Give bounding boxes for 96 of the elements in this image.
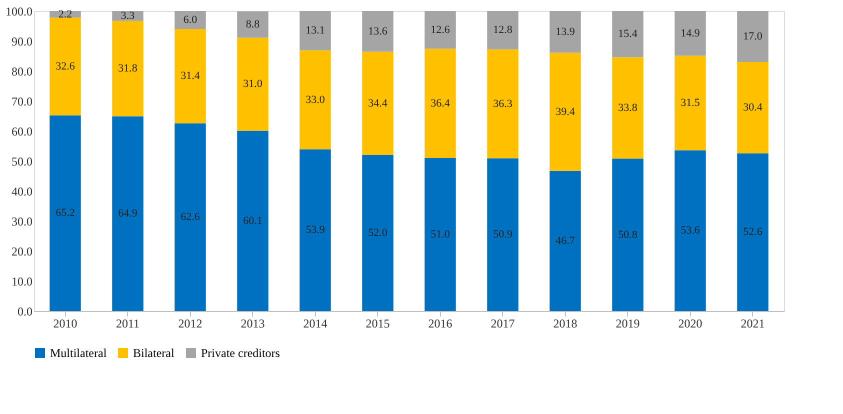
x-tick-label: 2015 <box>366 316 390 330</box>
data-label: 46.7 <box>556 234 576 247</box>
data-label: 30.4 <box>743 102 763 114</box>
bar <box>50 18 81 116</box>
bar <box>674 56 706 150</box>
data-label: 31.4 <box>180 70 200 82</box>
legend-label: Multilateral <box>50 346 108 360</box>
data-label: 39.4 <box>556 106 576 118</box>
bar <box>550 52 581 171</box>
y-tick-label: 10.0 <box>12 274 32 288</box>
bar <box>362 52 394 155</box>
y-tick-label: 80.0 <box>12 64 32 78</box>
bar <box>237 11 268 38</box>
bar <box>112 20 144 116</box>
data-label: 52.0 <box>368 227 388 239</box>
bar <box>674 11 706 56</box>
bar <box>550 11 581 53</box>
bar <box>174 123 206 311</box>
x-tick-label: 2011 <box>116 316 140 330</box>
bar <box>487 49 518 158</box>
data-label: 31.8 <box>118 62 138 75</box>
y-tick-label: 70.0 <box>12 94 32 108</box>
bar <box>237 38 268 131</box>
bar <box>174 29 206 124</box>
x-tick-label: 2014 <box>303 316 328 330</box>
bar <box>487 158 518 311</box>
bar <box>174 11 206 29</box>
data-label: 65.2 <box>56 207 75 220</box>
y-tick-label: 60.0 <box>12 124 32 138</box>
y-tick-label: 100.0 <box>6 4 32 18</box>
data-label: 62.6 <box>180 211 200 224</box>
x-tick-label: 2013 <box>240 316 265 330</box>
data-label: 6.0 <box>183 14 198 26</box>
data-label: 33.0 <box>306 94 326 106</box>
data-label: 8.8 <box>246 18 260 30</box>
bar <box>550 170 581 311</box>
bar <box>674 150 706 311</box>
data-label: 33.8 <box>618 102 638 114</box>
bar <box>362 155 394 311</box>
bar <box>424 48 456 158</box>
bar <box>737 62 768 154</box>
y-tick-label: 20.0 <box>12 244 32 258</box>
y-tick-label: 90.0 <box>12 34 32 48</box>
x-tick-label: 2020 <box>678 316 702 330</box>
data-label: 17.0 <box>743 30 763 42</box>
data-label: 52.6 <box>743 226 763 238</box>
bar <box>487 11 518 50</box>
data-label: 12.8 <box>493 24 513 36</box>
y-tick-label: 50.0 <box>12 154 32 168</box>
bar <box>424 158 456 311</box>
bar <box>612 158 644 311</box>
bar <box>362 11 394 52</box>
x-tick-label: 2021 <box>740 316 765 330</box>
data-label: 51.0 <box>430 228 450 240</box>
x-tick-label: 2018 <box>553 316 578 330</box>
data-label: 60.1 <box>243 214 262 227</box>
y-tick-label: 40.0 <box>12 184 32 198</box>
bar <box>737 153 768 311</box>
x-tick-label: 2010 <box>53 316 78 330</box>
legend-label: Private creditors <box>201 346 280 360</box>
bar <box>300 11 331 50</box>
x-tick-label: 2016 <box>428 316 452 330</box>
x-tick-label: 2019 <box>616 316 640 330</box>
data-label: 13.1 <box>306 24 325 37</box>
data-label: 12.6 <box>430 24 450 36</box>
bar <box>237 130 268 311</box>
data-label: 50.9 <box>493 228 513 241</box>
data-label: 32.6 <box>56 60 76 72</box>
data-label: 13.9 <box>556 26 576 38</box>
data-label: 36.3 <box>493 98 513 110</box>
data-label: 31.0 <box>243 78 263 90</box>
data-label: 64.9 <box>118 208 138 220</box>
bar <box>612 11 644 58</box>
data-label: 53.6 <box>680 224 700 237</box>
y-tick-label: 30.0 <box>12 214 32 228</box>
data-label: 13.6 <box>368 25 388 38</box>
y-tick-label: 0.0 <box>18 304 32 318</box>
data-label: 34.4 <box>368 97 388 110</box>
data-label: 2.2 <box>58 8 72 20</box>
bar <box>50 115 81 311</box>
legend-label: Bilateral <box>133 346 175 360</box>
data-label: 50.8 <box>618 228 638 241</box>
bar <box>612 57 644 159</box>
bar <box>300 50 331 150</box>
x-tick-label: 2012 <box>178 316 202 330</box>
x-tick-label: 2017 <box>490 316 515 330</box>
bar <box>424 11 456 49</box>
bar <box>300 149 331 311</box>
data-label: 31.5 <box>680 96 700 109</box>
data-label: 3.3 <box>120 10 136 22</box>
data-label: 14.9 <box>680 27 700 40</box>
bar <box>737 11 768 62</box>
bar <box>112 116 144 311</box>
data-label: 36.4 <box>430 97 450 110</box>
data-label: 15.4 <box>618 28 638 40</box>
data-label: 53.9 <box>306 224 326 236</box>
